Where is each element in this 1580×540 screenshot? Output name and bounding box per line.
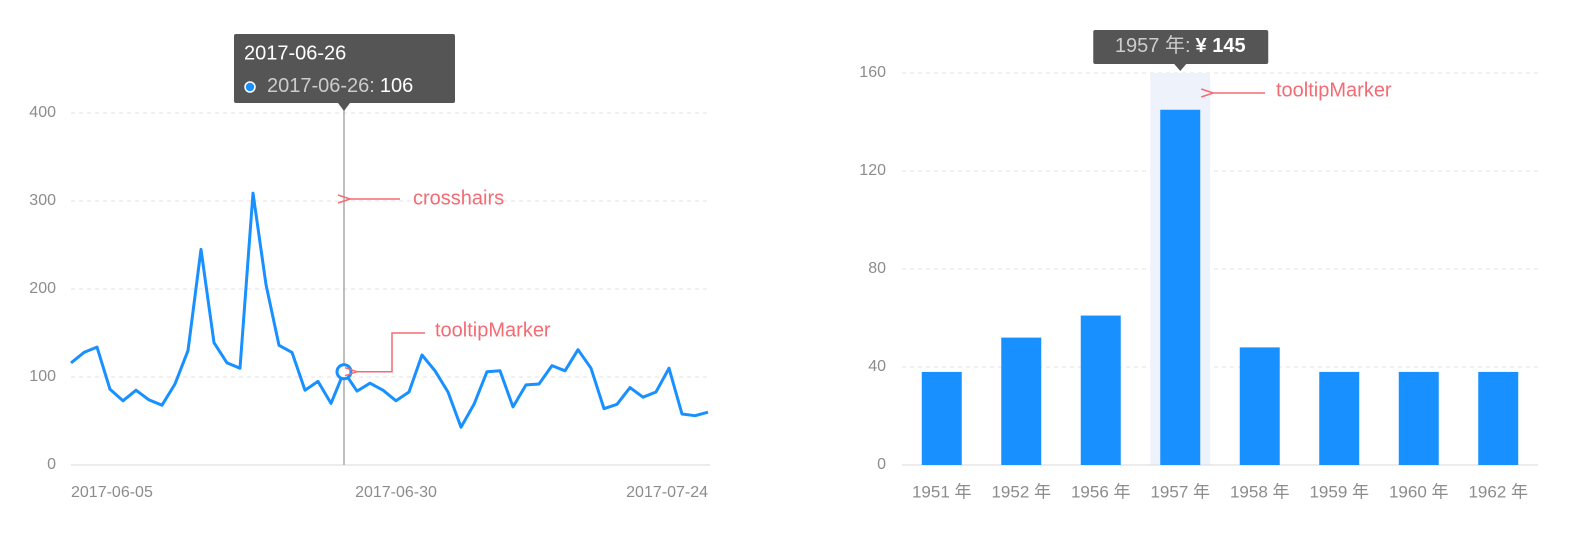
x-tick-label: 1951 年 bbox=[912, 482, 972, 501]
tooltip-item-value: 106 bbox=[380, 75, 413, 97]
x-tick-label: 1959 年 bbox=[1309, 482, 1369, 501]
x-tick-label: 2017-07-24 bbox=[626, 484, 708, 501]
tooltip-dot bbox=[244, 81, 256, 93]
tooltip-text: 1957 年: ¥ 145 bbox=[1115, 34, 1246, 57]
bar bbox=[1001, 337, 1042, 465]
tooltip-value: ¥ 145 bbox=[1196, 35, 1246, 57]
tooltip-pointer bbox=[1174, 64, 1187, 71]
tooltip-box bbox=[1093, 30, 1269, 64]
tooltip-item: 2017-06-26: 106 bbox=[267, 75, 413, 97]
annotation: tooltipMarker bbox=[435, 319, 551, 341]
y-tick-label: 80 bbox=[868, 260, 886, 277]
y-tick-label: 40 bbox=[868, 358, 886, 375]
x-tick-label: 1960 年 bbox=[1389, 482, 1449, 501]
tooltip-name: 1957 年: bbox=[1115, 34, 1191, 57]
line bbox=[70, 191, 709, 429]
x-tick-label: 1956 年 bbox=[1071, 482, 1131, 501]
x-tick-label: 2017-06-05 bbox=[71, 484, 153, 501]
tooltip-title: 2017-06-26 bbox=[244, 42, 346, 64]
y-tick-label: 100 bbox=[29, 368, 56, 385]
y-tick-label: 400 bbox=[29, 104, 56, 121]
x-tick-label: 1962 年 bbox=[1468, 482, 1528, 501]
x-tick-label: 2017-06-30 bbox=[355, 484, 437, 501]
y-tick-label: 0 bbox=[47, 456, 56, 473]
bar bbox=[1319, 371, 1360, 465]
x-tick-label: 1952 年 bbox=[991, 482, 1051, 501]
x-tick-label: 1957 年 bbox=[1150, 482, 1210, 501]
tooltip-pointer bbox=[338, 103, 350, 111]
bar bbox=[1160, 109, 1201, 465]
bar bbox=[1239, 347, 1280, 465]
tooltip-item-name: 2017-06-26: bbox=[267, 75, 375, 97]
annotation: crosshairs bbox=[413, 187, 504, 209]
bar bbox=[1080, 315, 1121, 465]
y-tick-label: 120 bbox=[859, 162, 886, 179]
annotation-arrow bbox=[357, 332, 425, 372]
y-tick-label: 200 bbox=[29, 280, 56, 297]
y-tick-label: 160 bbox=[859, 64, 886, 81]
y-tick-label: 300 bbox=[29, 192, 56, 209]
y-tick-label: 0 bbox=[877, 456, 886, 473]
annotation: tooltipMarker bbox=[1276, 79, 1392, 101]
bar bbox=[1398, 371, 1439, 465]
bar bbox=[921, 371, 962, 465]
tooltip-box bbox=[234, 34, 455, 103]
x-tick-label: 1958 年 bbox=[1230, 482, 1290, 501]
bar bbox=[1478, 371, 1519, 465]
tooltip-marker bbox=[335, 363, 353, 381]
